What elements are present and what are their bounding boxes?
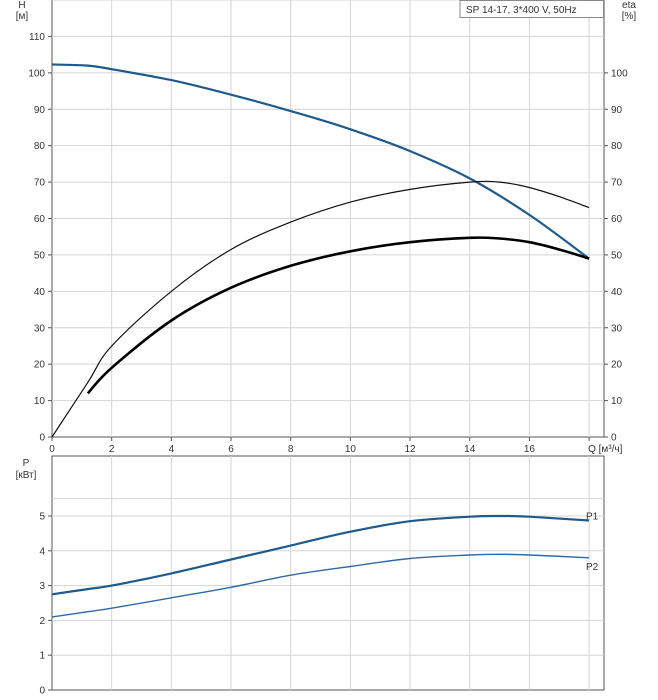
left-tick-label-10: 100	[28, 68, 45, 79]
bottom-left-tick-label-3: 3	[39, 581, 45, 592]
x-tick-label-3: 6	[228, 444, 234, 455]
top-series-0-line	[51, 63, 590, 260]
left-axis-label-line1: H	[18, 0, 25, 11]
x-tick-label-5: 10	[345, 444, 357, 455]
left-tick-label-4: 40	[34, 287, 46, 298]
right-tick-label-3: 30	[611, 323, 623, 334]
bottom-left-tick-label-4: 4	[39, 546, 45, 557]
right-axis-label-line2: [%]	[622, 11, 637, 22]
right-tick-label-7: 70	[611, 178, 623, 189]
bottom-axis-label-line1: P	[23, 458, 30, 469]
right-tick-label-0: 0	[611, 433, 617, 444]
left-tick-label-7: 70	[34, 178, 46, 189]
bottom-axis-label-line2: [кВт]	[16, 470, 37, 481]
bottom-left-tick-label-0: 0	[39, 686, 45, 697]
right-tick-label-8: 80	[611, 141, 623, 152]
left-tick-label-9: 90	[34, 105, 46, 116]
x-tick-label-7: 14	[464, 444, 476, 455]
x-tick-label-2: 4	[169, 444, 175, 455]
x-tick-label-8: 16	[524, 444, 536, 455]
x-tick-label-0: 0	[49, 444, 55, 455]
right-tick-label-10: 100	[611, 68, 628, 79]
left-tick-label-5: 50	[34, 250, 46, 261]
legend-text: SP 14-17, 3*400 V, 50Hz	[466, 5, 577, 16]
x-tick-label-4: 8	[288, 444, 294, 455]
x-tick-label-6: 12	[404, 444, 416, 455]
top-series-1-line	[51, 180, 590, 438]
left-tick-label-0: 0	[39, 433, 45, 444]
bottom-series-P1-line	[51, 514, 590, 596]
bottom-left-tick-label-1: 1	[39, 651, 45, 662]
left-tick-label-2: 20	[34, 360, 46, 371]
left-axis-label-line2: [м]	[16, 11, 29, 22]
right-tick-label-1: 10	[611, 396, 623, 407]
left-tick-label-11: 110	[29, 32, 45, 43]
right-tick-label-6: 60	[611, 214, 623, 225]
bottom-plot-area	[51, 455, 605, 691]
bottom-left-tick-label-5: 5	[39, 512, 45, 523]
left-tick-label-1: 10	[34, 396, 46, 407]
right-axis-label-line1: eta	[622, 0, 636, 11]
bottom-left-tick-label-2: 2	[39, 616, 45, 627]
right-tick-label-5: 50	[611, 250, 623, 261]
top-series-2-line	[86, 236, 590, 395]
bottom-series-P2-line	[51, 553, 590, 618]
x-axis-label: Q [м³/ч]	[588, 444, 623, 455]
right-tick-label-9: 90	[611, 105, 623, 116]
right-tick-label-2: 20	[611, 360, 623, 371]
x-tick-label-1: 2	[109, 444, 115, 455]
series-label-P2: P2	[586, 562, 599, 573]
left-tick-label-6: 60	[34, 214, 46, 225]
series-label-P1: P1	[586, 512, 599, 523]
right-tick-label-4: 40	[611, 287, 623, 298]
legend-box	[459, 0, 604, 18]
left-tick-label-8: 80	[34, 141, 46, 152]
left-tick-label-3: 30	[34, 323, 46, 334]
